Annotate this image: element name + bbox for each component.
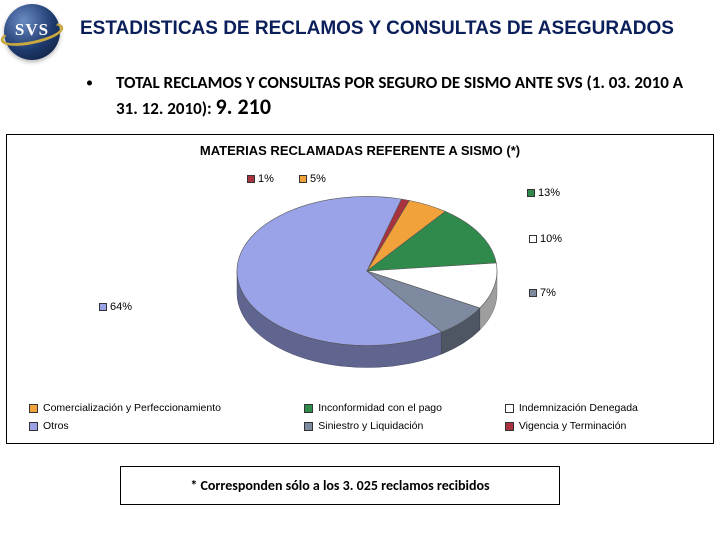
summary-bullet: • TOTAL RECLAMOS Y CONSULTAS POR SEGURO … [86, 72, 690, 121]
slice-label-comercializacion: 5% [299, 173, 326, 185]
bullet-lead: TOTAL RECLAMOS Y CONSULTAS POR SEGURO DE… [116, 72, 683, 119]
footnote: * Corresponden sólo a los 3. 025 reclamo… [120, 466, 560, 505]
legend-item-otros: Otros [25, 417, 300, 435]
slice-label-otros: 64% [99, 301, 132, 313]
chart-container: MATERIAS RECLAMADAS REFERENTE A SISMO (*… [6, 134, 714, 444]
slice-label-siniestro: 7% [529, 287, 556, 299]
page-title: ESTADISTICAS DE RECLAMOS Y CONSULTAS DE … [80, 18, 710, 40]
svs-logo: SVS [4, 4, 68, 68]
pie-chart: 64% 1% 5% 13% 10% 7% [7, 171, 713, 371]
slice-label-inconformidad: 13% [527, 187, 560, 199]
legend-item-inconformidad: Inconformidad con el pago [300, 399, 501, 417]
legend-item-siniestro: Siniestro y Liquidación [300, 417, 501, 435]
legend-item-comercializacion: Comercialización y Perfeccionamiento [25, 399, 300, 417]
slice-label-indemnizacion: 10% [529, 233, 562, 245]
bullet-value: 9. 210 [216, 93, 271, 120]
legend-item-vigencia: Vigencia y Terminación [501, 417, 695, 435]
legend-item-indemnizacion: Indemnización Denegada [501, 399, 695, 417]
logo-text: SVS [4, 20, 60, 40]
chart-title: MATERIAS RECLAMADAS REFERENTE A SISMO (*… [7, 143, 713, 158]
chart-legend: Comercialización y PerfeccionamientoInco… [25, 399, 695, 435]
slice-label-vigencia: 1% [247, 173, 274, 185]
